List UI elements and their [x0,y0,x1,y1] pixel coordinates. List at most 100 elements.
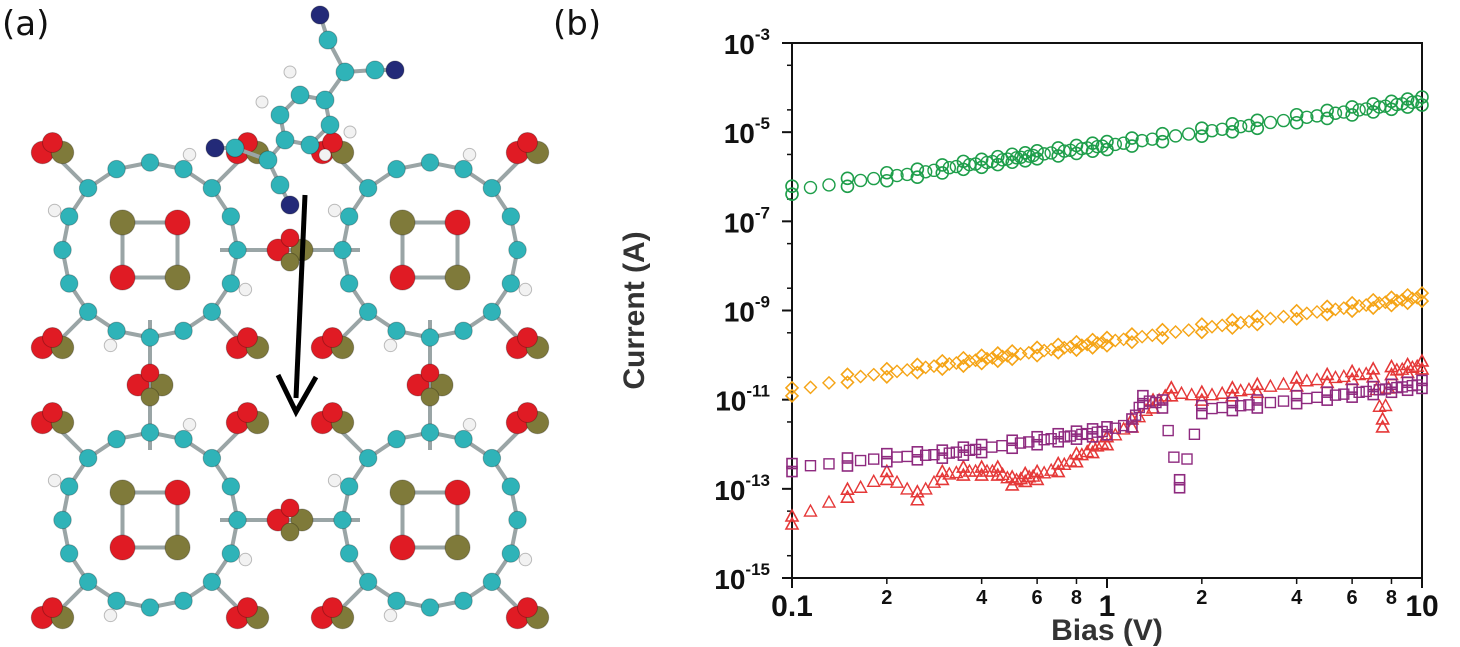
data-point [1233,119,1248,134]
x-tick-label: 1 [1099,590,1116,623]
metal-atom [150,373,174,397]
data-point [956,459,971,473]
data-point [1057,340,1072,355]
data-point [1366,300,1381,316]
carbon-atom [78,302,98,322]
data-point [1090,336,1105,351]
data-point [1095,435,1110,450]
data-point [1242,118,1256,133]
data-point [1205,124,1219,138]
data-point [840,367,855,382]
nitrogen-atom [385,60,405,80]
carbon-atom [107,159,126,179]
series-diamond [784,285,1430,403]
data-point [785,179,799,193]
data-point [1277,395,1290,407]
data-point [1366,292,1381,308]
data-point [1344,363,1360,378]
carbon-atom [59,274,79,293]
data-point [1205,319,1219,334]
carbon-atom [140,423,160,442]
data-point [1133,401,1145,414]
carbon-atom [501,274,521,293]
data-point [1009,472,1024,486]
data-point [1162,424,1174,437]
data-point [985,463,1000,477]
data-point [840,489,855,503]
data-point [1013,471,1029,485]
data-point [1250,121,1265,136]
data-point [1405,359,1420,374]
data-point [1000,348,1015,363]
data-point [867,171,881,186]
data-point [1173,481,1186,494]
x-minor-tick-label: 4 [1291,587,1303,609]
carbon-atom [270,105,290,125]
oxygen-atom [444,479,471,506]
carbon-atom [221,274,241,293]
guest-molecule [205,5,405,215]
data-point [1372,100,1386,114]
oxygen-atom [322,402,343,423]
metal-atom [109,209,136,236]
oxygen-atom [266,508,290,532]
data-point [804,460,817,472]
data-point [1215,122,1229,136]
data-point [1129,409,1142,421]
data-point [1009,151,1024,165]
data-point [784,380,800,395]
data-point [996,439,1008,452]
data-point [1390,97,1404,112]
carbon-atom [358,448,378,468]
carbon-atom [482,448,502,468]
data-point [1289,115,1304,130]
carbon-atom [78,448,98,468]
hydrogen-atom [283,65,297,79]
data-point [784,516,800,530]
data-point [1099,437,1115,451]
data-point [1038,434,1050,446]
hydrogen-atom [462,417,477,432]
data-point [1044,342,1059,357]
data-point [1095,335,1110,350]
series-layer [784,90,1430,530]
data-point [890,364,904,379]
carbon-atom [420,153,440,172]
hydrogen-atom [343,125,357,139]
data-point [1234,400,1247,412]
data-point [995,349,1010,364]
data-point [1375,411,1390,425]
data-point [1336,301,1351,316]
data-point [1320,103,1334,118]
oxygen-atom [420,363,440,383]
data-point [821,494,837,508]
data-point [1150,396,1162,409]
data-point [1289,107,1304,122]
data-point [1064,430,1077,442]
data-point [853,479,868,493]
y-tick-label: 10-11 [715,382,770,417]
metal-atom [420,387,440,407]
carbon-atom [202,178,222,198]
metal-atom [444,534,471,561]
data-point [1029,340,1045,355]
carbon-atom [482,572,502,592]
data-point [899,481,915,495]
data-point [1181,323,1196,338]
data-point [1057,456,1072,470]
data-point [823,458,835,470]
data-point [1021,345,1036,360]
carbon-atom [387,321,406,341]
data-point [1108,137,1123,152]
data-point [1195,121,1209,135]
data-point [1014,437,1027,449]
data-point [1352,103,1366,117]
oxygen-atom [42,327,63,348]
data-point [1243,399,1255,411]
metal-atom [290,508,314,532]
carbon-atom [339,274,359,293]
data-point [943,447,956,459]
carbon-atom [174,591,193,611]
x-tick-label: 10 [1405,590,1438,623]
data-point [1360,385,1372,398]
